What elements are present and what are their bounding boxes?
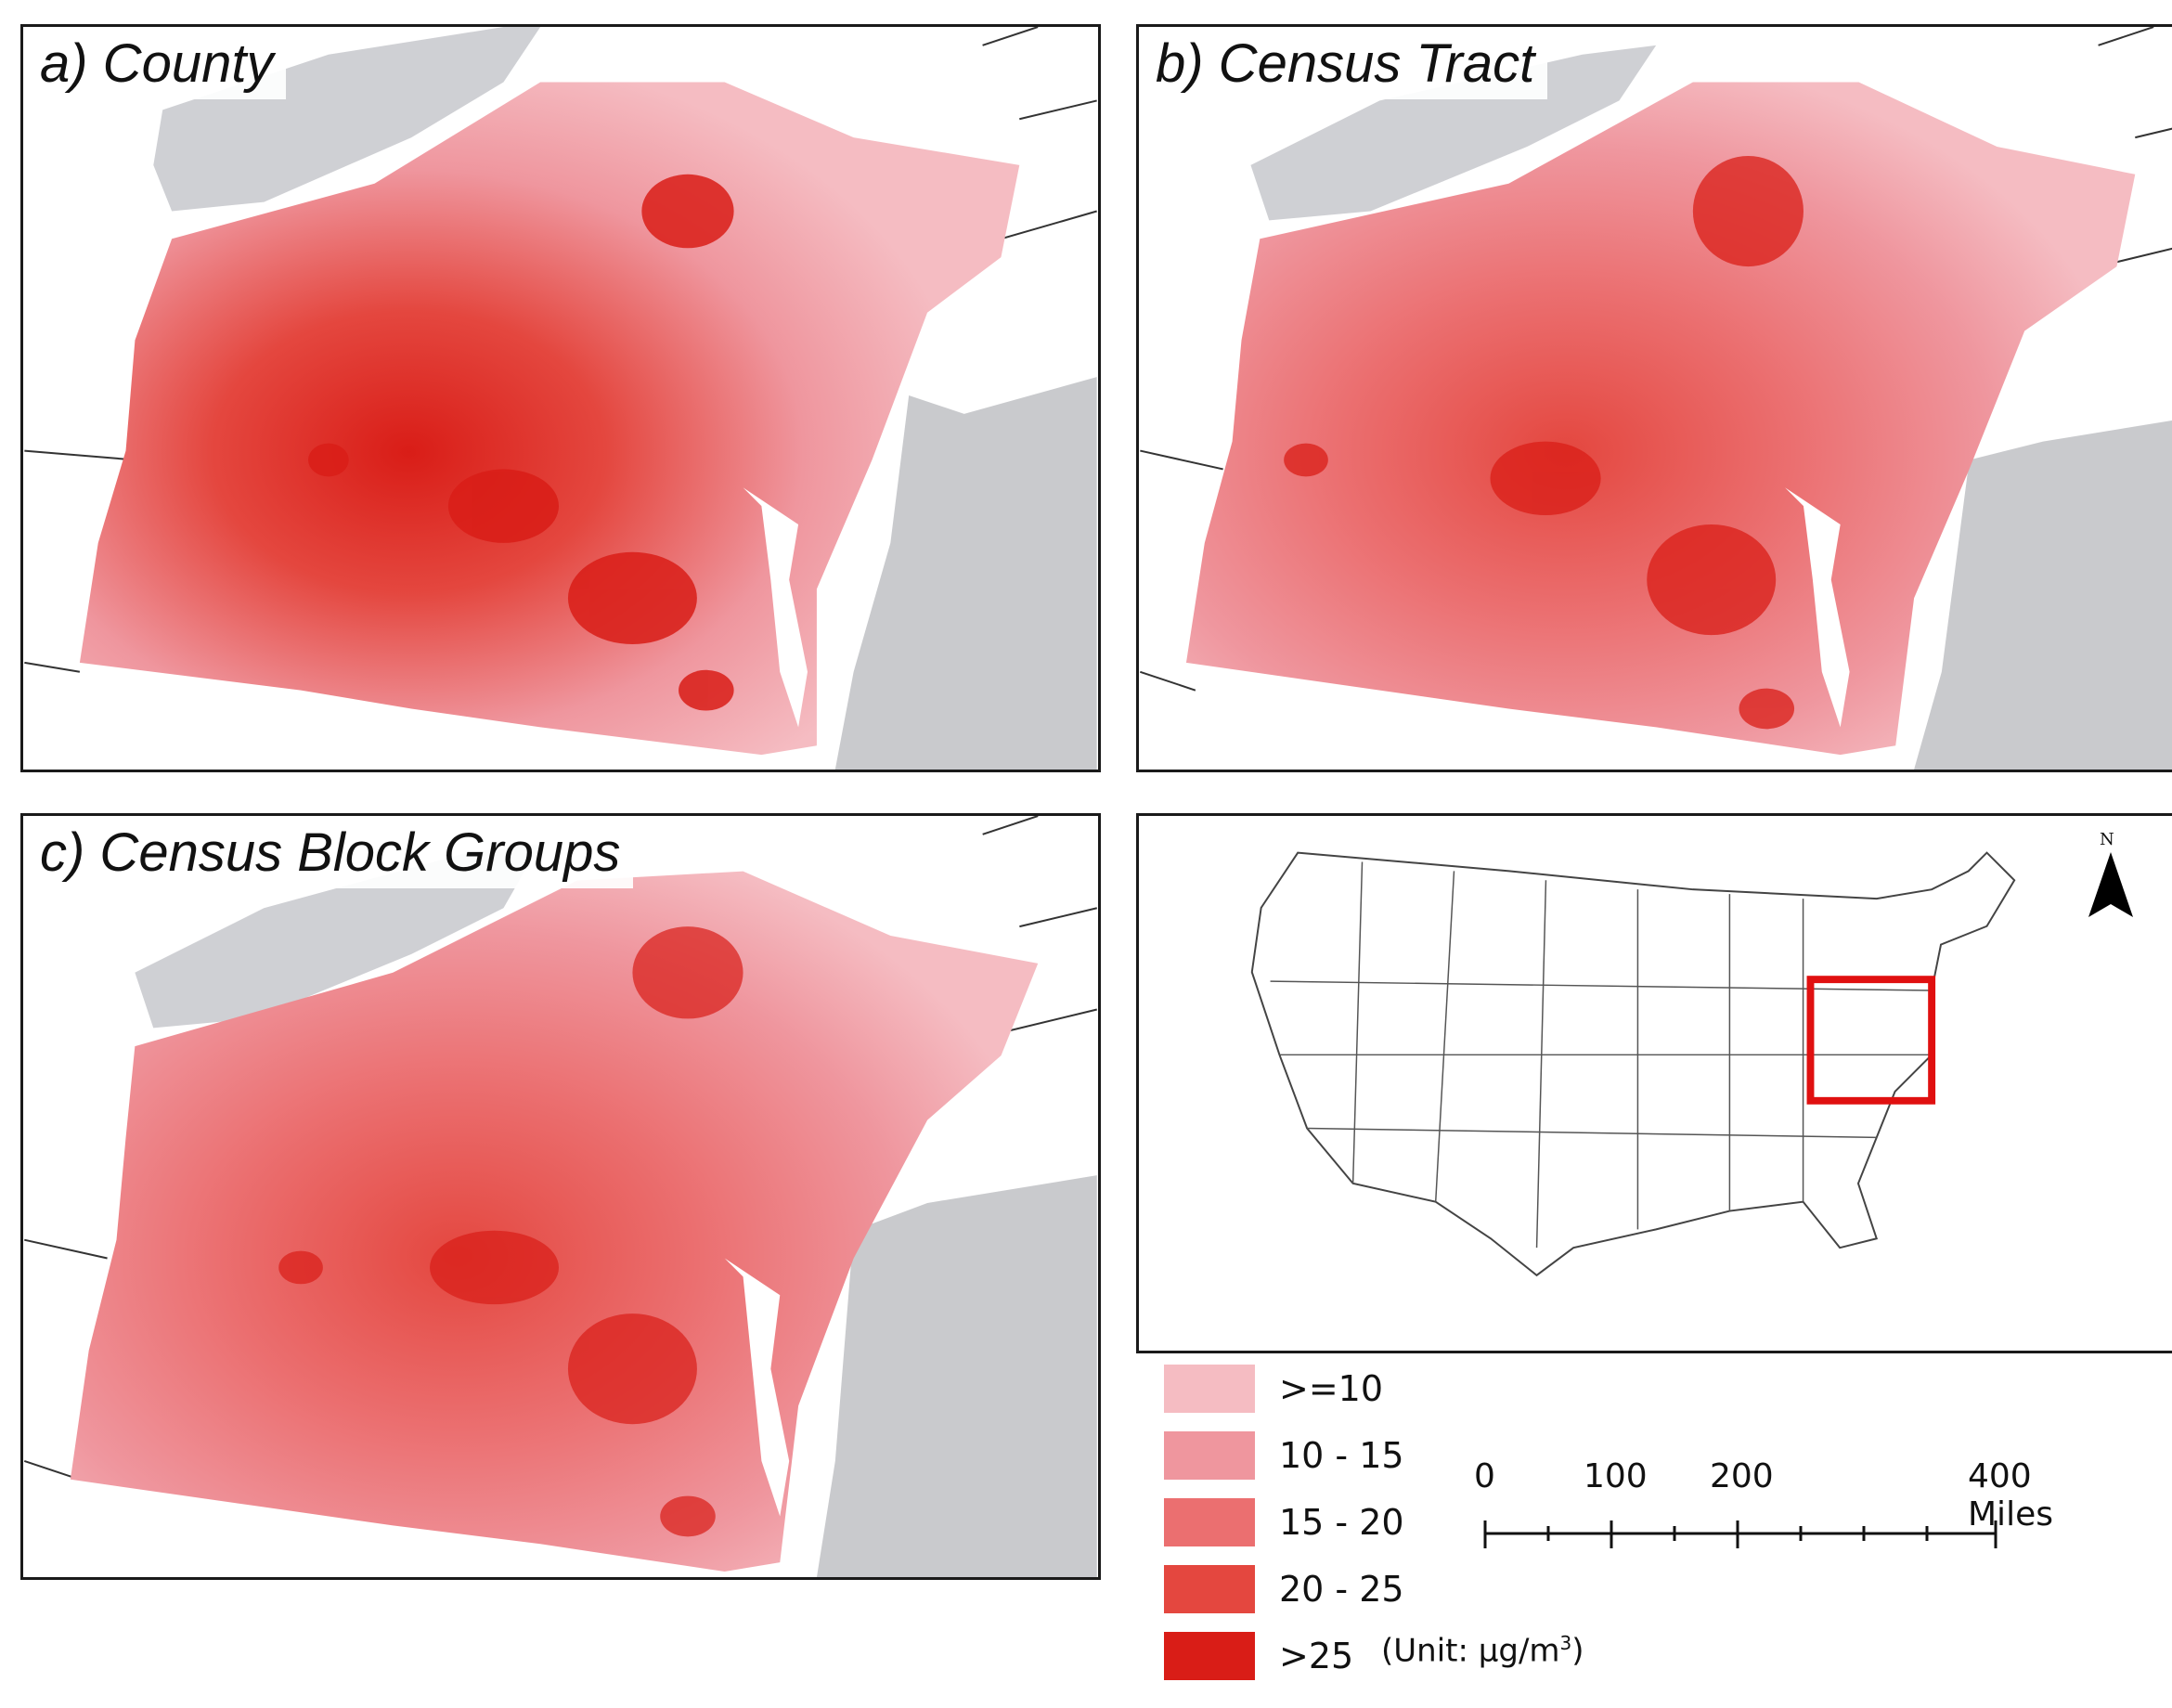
north-arrow: N xyxy=(2083,830,2139,923)
legend-label: >=10 xyxy=(1279,1368,1384,1409)
census-block-groups-map xyxy=(23,816,1098,1577)
ocean-area xyxy=(1914,420,2172,770)
panel-title: a) County xyxy=(34,31,287,99)
ocean-area xyxy=(834,377,1097,770)
us-overview-map xyxy=(1136,813,2172,1353)
legend-item: 15 - 20 xyxy=(1164,1498,1404,1546)
unit-label: (Unit: μg/m3) xyxy=(1381,1632,1584,1669)
county-map xyxy=(24,27,1097,770)
scale-label: 100 xyxy=(1584,1457,1648,1495)
unit-suffix: ) xyxy=(1571,1632,1584,1670)
lake-erie-ontario xyxy=(1250,45,1657,221)
hotspots xyxy=(308,174,734,711)
ocean-area xyxy=(816,1175,1097,1577)
state-lines xyxy=(1140,27,2172,692)
map-panel-census-block-groups: c) Census Block Groups xyxy=(20,813,1101,1580)
legend-item: >=10 xyxy=(1164,1365,1383,1413)
bay-cutout xyxy=(1785,487,1850,728)
lake-erie-ontario xyxy=(135,843,541,1029)
legend-item: 10 - 15 xyxy=(1164,1431,1404,1480)
state-lines xyxy=(23,816,1098,1481)
legend-label: 20 - 25 xyxy=(1279,1569,1404,1610)
lake-erie-ontario xyxy=(153,27,541,212)
legend-swatch xyxy=(1164,1498,1255,1546)
study-region xyxy=(70,871,1039,1572)
scale-label: 200 xyxy=(1710,1457,1774,1495)
panel-title: b) Census Tract xyxy=(1150,31,1548,99)
state-lines xyxy=(24,27,1097,673)
legend-item: >25 xyxy=(1164,1632,1353,1680)
legend-label: 15 - 20 xyxy=(1279,1502,1404,1543)
legend-label: 10 - 15 xyxy=(1279,1435,1404,1476)
scale-bar-graphic xyxy=(1483,1520,1997,1548)
north-label: N xyxy=(2100,830,2114,849)
hotspots xyxy=(1284,155,1804,730)
legend-label: >25 xyxy=(1279,1636,1354,1676)
bay-cutout xyxy=(743,487,808,728)
legend: >=10 10 - 15 15 - 20 20 - 25 >25 (Unit: … xyxy=(1164,1365,1814,1699)
map-panel-census-tract: b) Census Tract xyxy=(1136,24,2172,772)
us-outline-map xyxy=(1250,851,2016,1277)
north-arrow-icon xyxy=(2088,852,2133,917)
unit-prefix: (Unit: μg/m xyxy=(1381,1632,1560,1670)
map-panel-county: a) County xyxy=(20,24,1101,772)
hotspots xyxy=(278,926,743,1537)
legend-swatch xyxy=(1164,1632,1255,1680)
legend-item: 20 - 25 xyxy=(1164,1565,1404,1613)
study-region xyxy=(1185,82,2136,756)
state-lines xyxy=(1270,861,1933,1249)
legend-swatch xyxy=(1164,1565,1255,1613)
scale-bar: 0 100 200 400 Miles xyxy=(1467,1457,2053,1569)
bay-cutout xyxy=(724,1258,790,1517)
scale-label: 400 Miles xyxy=(1968,1457,2053,1533)
study-area-highlight-box xyxy=(1806,976,1936,1105)
scale-label: 0 xyxy=(1474,1457,1495,1495)
legend-swatch xyxy=(1164,1365,1255,1413)
census-tract-map xyxy=(1140,27,2172,770)
unit-superscript: 3 xyxy=(1559,1632,1572,1654)
legend-swatch xyxy=(1164,1431,1255,1480)
us-outline xyxy=(1250,851,2016,1277)
panel-title: c) Census Block Groups xyxy=(34,820,634,888)
